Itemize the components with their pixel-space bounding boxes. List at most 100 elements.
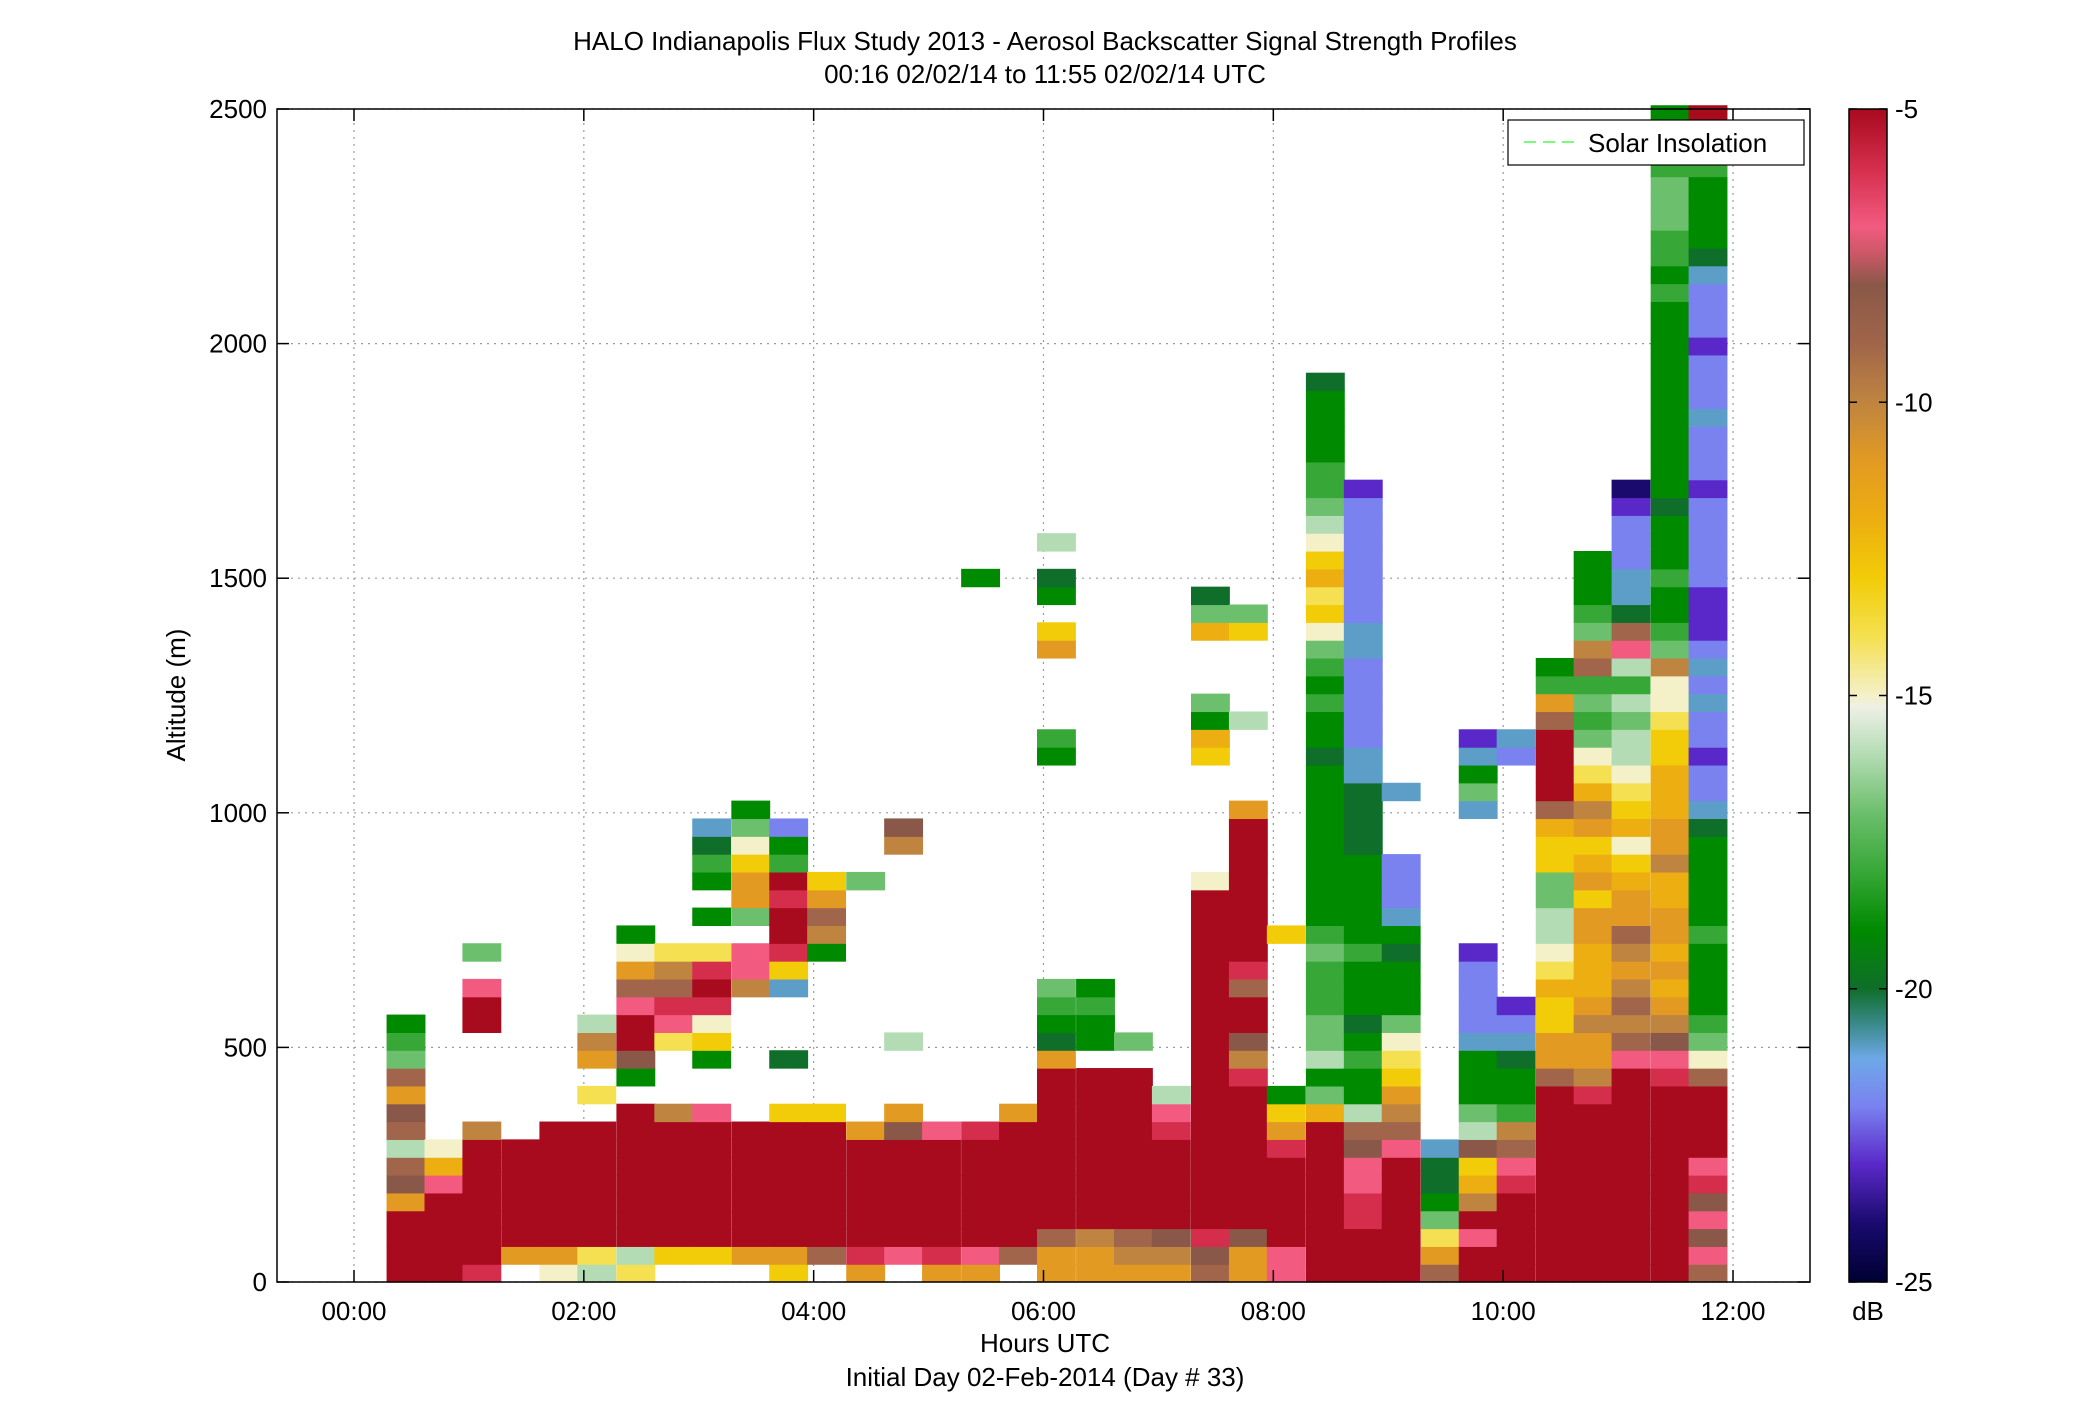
heatmap-cell: [1305, 1014, 1345, 1033]
heatmap-cell: [1420, 1228, 1460, 1247]
heatmap-cell: [1650, 586, 1690, 606]
heatmap-cell: [1228, 925, 1268, 944]
heatmap-cell: [731, 854, 771, 873]
heatmap-cell: [424, 1264, 464, 1283]
heatmap-cell: [386, 1175, 426, 1194]
heatmap-cell: [1458, 1068, 1498, 1087]
heatmap-cell: [1611, 747, 1651, 766]
heatmap-cell: [1191, 1014, 1230, 1033]
heatmap-cell: [1650, 230, 1690, 249]
heatmap-cell: [616, 1121, 656, 1140]
heatmap-cell: [501, 1192, 541, 1212]
heatmap-cell: [424, 1246, 464, 1265]
heatmap-cell: [1076, 1228, 1115, 1247]
heatmap-cell: [1343, 871, 1383, 891]
heatmap-cell: [1037, 747, 1076, 766]
heatmap-cell: [884, 1210, 924, 1230]
heatmap-cell: [1650, 408, 1690, 427]
heatmap-cell: [1573, 907, 1613, 927]
heatmap-cell: [1688, 1192, 1728, 1212]
heatmap-cell: [1076, 996, 1115, 1016]
heatmap-cell: [1650, 1014, 1690, 1033]
heatmap-cell: [1305, 640, 1345, 659]
heatmap-cell: [1535, 1139, 1575, 1158]
heatmap-cell: [961, 1139, 1001, 1158]
heatmap-cell: [1266, 1103, 1306, 1123]
heatmap-cell: [1458, 1192, 1498, 1212]
heatmap-cell: [1611, 568, 1651, 588]
heatmap-cell: [616, 978, 656, 998]
heatmap-cell: [654, 1157, 694, 1176]
heatmap-cell: [501, 1157, 541, 1176]
heatmap-cell: [1037, 1157, 1076, 1176]
heatmap-cell: [1573, 747, 1613, 766]
heatmap-cell: [1343, 515, 1383, 534]
heatmap-cell: [1688, 764, 1728, 784]
heatmap-cell: [1573, 640, 1613, 659]
heatmap-cell: [577, 1014, 617, 1033]
heatmap-cell: [1228, 1210, 1268, 1230]
heatmap-cell: [692, 1050, 732, 1069]
x-tick-label-3: 06:00: [1011, 1296, 1076, 1326]
heatmap-cell: [692, 1228, 732, 1247]
heatmap-cell: [1611, 871, 1651, 891]
heatmap-cell: [1573, 1264, 1613, 1283]
heatmap-cell: [769, 1264, 809, 1283]
heatmap-cell: [1496, 1192, 1536, 1212]
heatmap-cell: [1305, 711, 1345, 730]
heatmap-cell: [692, 1121, 732, 1140]
heatmap-cell: [424, 1139, 464, 1158]
heatmap-cell: [1650, 444, 1690, 463]
heatmap-cell: [1611, 729, 1651, 748]
heatmap-cell: [1076, 1121, 1115, 1140]
heatmap-cell: [424, 1228, 464, 1247]
heatmap-cell: [1343, 622, 1383, 641]
heatmap-cell: [922, 1192, 961, 1212]
heatmap-cell: [1611, 1121, 1651, 1140]
heatmap-cell: [1611, 1157, 1651, 1176]
heatmap-cell: [1688, 1032, 1728, 1051]
heatmap-cell: [1191, 747, 1230, 766]
heatmap-cell: [462, 1121, 502, 1140]
heatmap-cell: [1496, 1228, 1536, 1247]
heatmap-cell: [1573, 1103, 1613, 1123]
heatmap-cell: [807, 1210, 847, 1230]
heatmap-cell: [1381, 1050, 1421, 1069]
y-tick-label-5: 2500: [209, 94, 267, 124]
heatmap-cell: [1381, 1121, 1421, 1140]
heatmap-cell: [1611, 907, 1651, 927]
heatmap-cell: [1611, 978, 1651, 998]
heatmap-cell: [1381, 943, 1421, 962]
heatmap-cell: [1343, 1264, 1383, 1283]
heatmap-cell: [1343, 764, 1383, 784]
heatmap-cell: [1381, 782, 1421, 802]
heatmap-cell: [807, 907, 847, 927]
heatmap-cell: [731, 871, 771, 891]
heatmap-cell: [1573, 836, 1613, 855]
heatmap-cell: [386, 1121, 426, 1140]
heatmap-cell: [1688, 533, 1728, 552]
heatmap-cell: [769, 1157, 809, 1176]
chart-title: HALO Indianapolis Flux Study 2013 - Aero…: [573, 26, 1517, 56]
heatmap-cell: [1650, 907, 1690, 927]
heatmap-cell: [922, 1246, 961, 1265]
heatmap-cell: [616, 1068, 656, 1087]
heatmap-cell: [1343, 747, 1383, 766]
heatmap-cell: [1611, 622, 1651, 641]
heatmap-cell: [462, 1139, 502, 1158]
heatmap-cell: [846, 871, 886, 891]
heatmap-cell: [1191, 729, 1230, 748]
heatmap-cell: [1343, 800, 1383, 820]
heatmap-cell: [846, 1210, 886, 1230]
heatmap-cell: [1114, 1085, 1153, 1105]
heatmap-cell: [1650, 337, 1690, 356]
heatmap-cell: [386, 1157, 426, 1176]
heatmap-cell: [1228, 1228, 1268, 1247]
heatmap-cell: [1535, 907, 1575, 927]
heatmap-cell: [616, 1139, 656, 1158]
heatmap-cell: [1688, 247, 1728, 267]
heatmap-cell: [922, 1228, 961, 1247]
heatmap-cell: [1151, 1264, 1191, 1283]
heatmap-cell: [654, 1228, 694, 1247]
heatmap-cell: [386, 1085, 426, 1105]
